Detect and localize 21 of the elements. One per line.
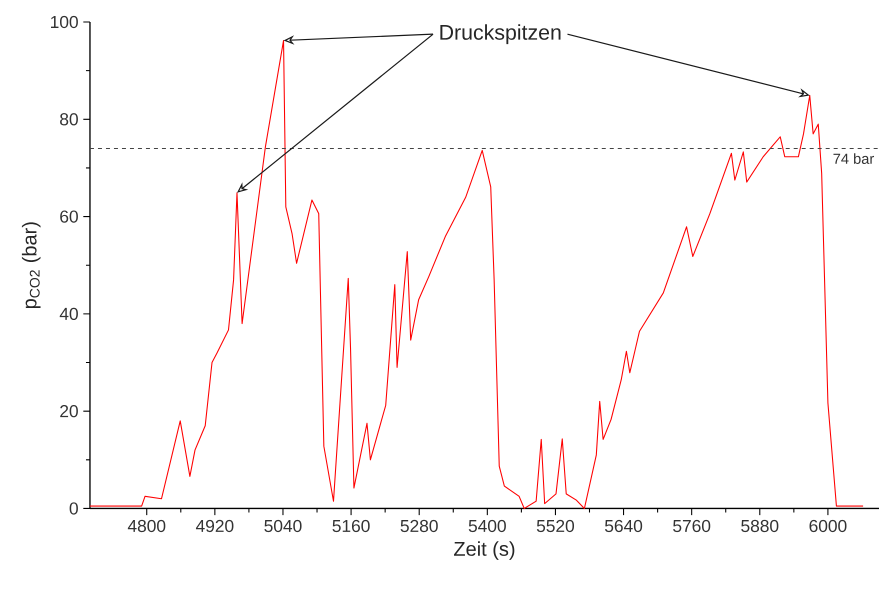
x-tick-label: 5640 <box>604 520 642 532</box>
x-tick-label: 5160 <box>332 520 370 532</box>
x-tick-label: 5040 <box>264 520 302 532</box>
x-tick-label: 4920 <box>196 520 234 532</box>
y-tick-label: 80 <box>60 113 78 126</box>
y-tick-label: 40 <box>60 308 78 320</box>
x-tick-label: 5400 <box>468 520 506 532</box>
y-axis-title: p$_{CO2}$ (bar) <box>22 222 41 308</box>
x-tick-label: 5880 <box>741 520 778 532</box>
annotation: Druckspitzen <box>440 24 560 44</box>
x-tick-label: 5520 <box>536 520 574 532</box>
y-tick-label: 0 <box>70 502 78 515</box>
x-tick-label: 5760 <box>673 520 710 532</box>
ref-line-label: 74 bar <box>833 153 874 164</box>
y-tick-label: 60 <box>60 210 78 223</box>
y-tick-label: 20 <box>60 405 78 418</box>
y-tick-label: 100 <box>51 16 78 28</box>
x-tick-label: 4800 <box>128 520 166 532</box>
x-tick-label: 5280 <box>400 520 438 532</box>
x-tick-label: 6000 <box>810 520 846 532</box>
x-axis-title: Zeit (s) <box>454 541 514 560</box>
